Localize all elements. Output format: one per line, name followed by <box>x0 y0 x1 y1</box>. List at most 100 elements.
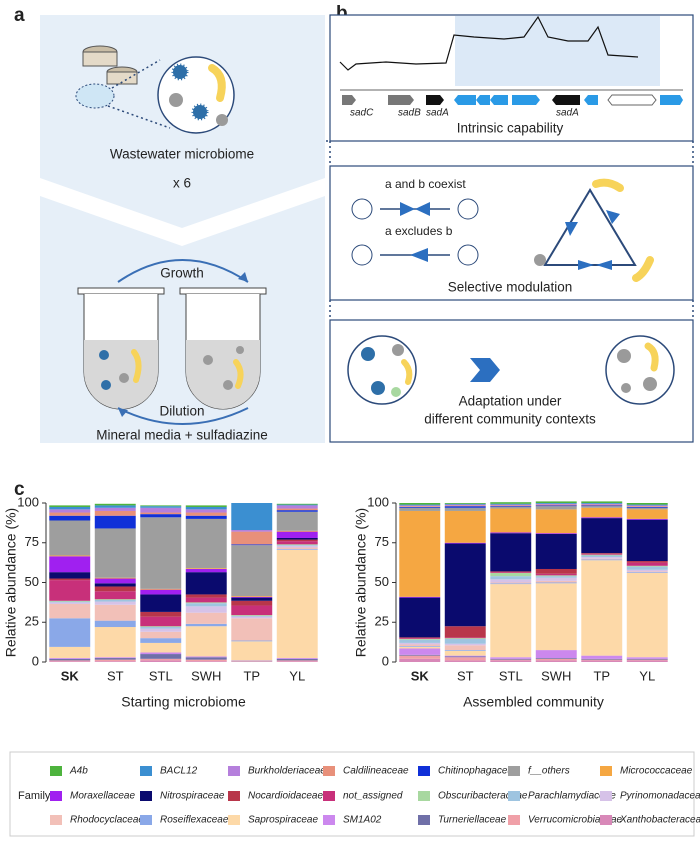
bar-segment <box>399 658 441 662</box>
bar-segment <box>94 503 136 506</box>
bar-segment <box>490 571 532 573</box>
bar-segment <box>581 503 623 504</box>
bar-segment <box>535 658 577 659</box>
bar-segment <box>140 512 182 515</box>
bar-segment <box>490 584 532 658</box>
y-tick-label: 0 <box>382 653 389 668</box>
bar-segment <box>231 641 273 661</box>
bar-segment <box>535 503 577 504</box>
bar-segment <box>399 507 441 511</box>
bar-segment <box>399 639 441 643</box>
bar-segment <box>140 654 182 659</box>
bar-segment <box>185 602 227 604</box>
legend-label: Pyrinomonadaceae <box>620 791 700 802</box>
bar-segment <box>535 509 577 534</box>
bar-segment <box>185 505 227 507</box>
tubes <box>77 259 267 425</box>
y-tick-label: 100 <box>17 494 39 509</box>
bar-segment <box>626 658 668 660</box>
bar-segment <box>626 569 668 572</box>
bar-segment <box>626 506 668 508</box>
bar-segment <box>490 508 532 533</box>
bar-segment <box>626 509 668 519</box>
bar-segment <box>535 660 577 662</box>
bar-segment <box>140 658 182 661</box>
legend-label: Chitinophagaceae <box>438 766 519 777</box>
bar-segment <box>490 657 532 659</box>
bar-segment <box>276 549 318 550</box>
bar-segment <box>399 655 441 659</box>
bar-segment <box>94 510 136 516</box>
bar-segment <box>581 507 623 518</box>
bar-segment <box>185 623 227 627</box>
bar-segment <box>185 594 227 598</box>
bar-segment <box>626 660 668 662</box>
panel-label: c <box>14 479 25 500</box>
legend-label: A4b <box>69 766 88 777</box>
bar-segment <box>185 518 227 569</box>
y-axis-label: Relative abundance (%) <box>3 508 19 657</box>
bar-segment <box>399 637 441 639</box>
bar-segment <box>49 601 91 603</box>
bar-segment <box>581 505 623 507</box>
x-tick-label: ST <box>107 668 124 683</box>
bar-segment <box>276 545 318 548</box>
bar-segment <box>94 507 136 511</box>
bar-segment <box>399 648 441 655</box>
bar-segment <box>581 501 623 503</box>
box-label: different community contexts <box>424 412 596 427</box>
bar-segment <box>399 506 441 507</box>
bar-segment <box>444 503 486 504</box>
bar-segment <box>94 515 136 529</box>
dilution-label: Dilution <box>159 404 204 419</box>
bar-segment <box>94 583 136 587</box>
bar-segment <box>399 638 441 639</box>
bar-segment <box>444 506 486 508</box>
bar-segment <box>49 658 91 661</box>
bar-segment <box>626 504 668 506</box>
bar-segment <box>276 508 318 511</box>
bar-segment <box>185 597 227 603</box>
chevron <box>40 178 325 246</box>
bar-segment <box>140 588 182 590</box>
bar-segment <box>626 659 668 661</box>
bar-segment <box>94 657 136 659</box>
panel-label: b <box>336 3 348 24</box>
y-tick-label: 100 <box>367 494 389 509</box>
bar-segment <box>444 503 486 505</box>
bar-segment <box>185 509 227 513</box>
bar-segment <box>140 638 182 643</box>
y-axis-label: Relative abundance (%) <box>353 508 369 657</box>
bar-segment <box>49 618 91 647</box>
panel-b: sadC sadB sadA sadA Intrinsic capability… <box>325 14 694 443</box>
bar-segment <box>581 660 623 662</box>
bar-segment <box>185 657 227 660</box>
medium-label: Mineral media + sulfadiazine <box>96 428 267 443</box>
legend-swatch <box>418 815 430 825</box>
bar-segment <box>581 558 623 560</box>
growth-label: Growth <box>160 266 204 281</box>
bar-segment <box>535 577 577 581</box>
bar-segment <box>49 505 91 507</box>
bar-segment <box>49 661 91 662</box>
y-tick-label: 0 <box>32 653 39 668</box>
bar-segment <box>399 506 441 508</box>
bar-segment <box>185 659 227 662</box>
bar-segment <box>444 543 486 627</box>
x-tick-label: SWH <box>541 668 571 683</box>
bar-segment <box>49 603 91 619</box>
bar-segment <box>535 504 577 506</box>
bar-segment <box>626 562 668 566</box>
legend-label: Moraxellaceae <box>70 791 135 802</box>
bar-segment <box>444 657 486 661</box>
bar-segment <box>49 520 91 556</box>
bar-segment <box>231 503 273 531</box>
legend-label: Nitrospiraceae <box>160 791 225 802</box>
x-axis-label: Assembled community <box>463 694 604 710</box>
bar-segment <box>94 586 136 592</box>
bar-segment <box>276 531 318 538</box>
bar-segment <box>94 591 136 600</box>
bar-segment <box>276 658 318 659</box>
legend-label: Caldilineaceae <box>343 766 409 777</box>
bar-segment <box>490 504 532 506</box>
